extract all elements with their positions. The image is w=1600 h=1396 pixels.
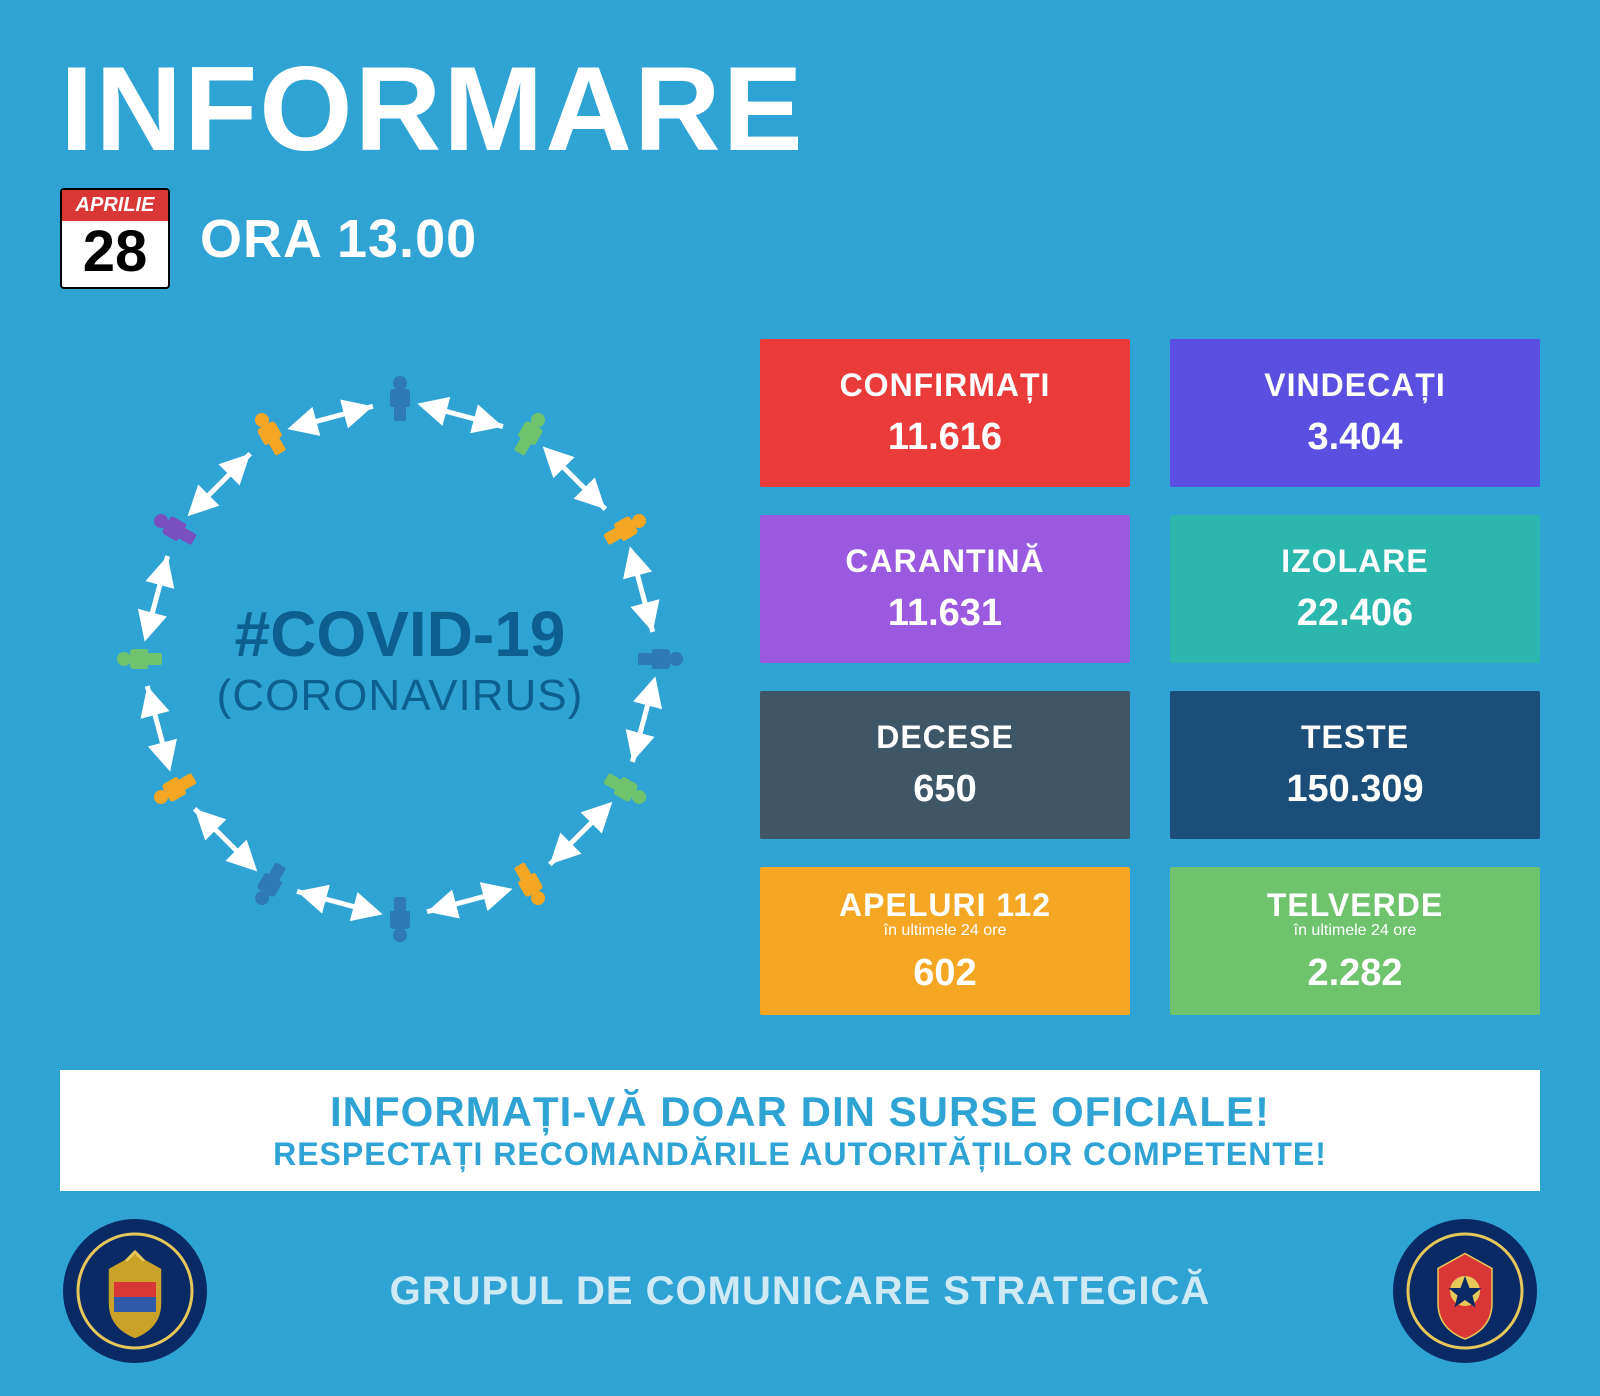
stat-card: DECESE 650	[760, 691, 1130, 839]
stat-card: CONFIRMAȚI 11.616	[760, 339, 1130, 487]
stats-grid: CONFIRMAȚI 11.616 VINDECAȚI 3.404 CARANTINĂ 1…	[760, 339, 1540, 1015]
stat-sublabel: în ultimele 24 ore	[884, 922, 1007, 940]
stat-label: APELURI 112	[839, 887, 1051, 924]
page-title: INFORMARE	[60, 40, 1540, 178]
stat-label: IZOLARE	[1281, 543, 1428, 580]
subtitle-label: (CORONAVIRUS)	[217, 671, 584, 721]
stat-label: DECESE	[876, 719, 1014, 756]
stat-label: TESTE	[1301, 719, 1409, 756]
hashtag-label: #COVID-19	[235, 597, 566, 671]
stat-value: 2.282	[1307, 952, 1402, 995]
footer: GRUPUL DE COMUNICARE STRATEGICĂ	[60, 1216, 1540, 1366]
stat-value: 150.309	[1286, 768, 1423, 811]
info-banner: INFORMAȚI-VĂ DOAR DIN SURSE OFICIALE! RE…	[60, 1070, 1540, 1191]
stat-card: TESTE 150.309	[1170, 691, 1540, 839]
stat-label: TELVERDE	[1267, 887, 1443, 924]
gov-crest-right-icon	[1390, 1216, 1540, 1366]
stat-value: 11.631	[888, 592, 1002, 635]
calendar-icon: APRILIE 28	[60, 188, 170, 289]
stat-card: IZOLARE 22.406	[1170, 515, 1540, 663]
banner-line2: RESPECTAȚI RECOMANDĂRILE AUTORITĂȚILOR C…	[70, 1136, 1530, 1173]
stat-sublabel: în ultimele 24 ore	[1294, 922, 1417, 940]
stat-card: CARANTINĂ 11.631	[760, 515, 1130, 663]
banner-line1: INFORMAȚI-VĂ DOAR DIN SURSE OFICIALE!	[70, 1088, 1530, 1136]
calendar-day: 28	[62, 221, 168, 287]
time-label: ORA 13.00	[200, 208, 477, 270]
stat-card: TELVERDEîn ultimele 24 ore 2.282	[1170, 867, 1540, 1015]
stat-label: CARANTINĂ	[845, 543, 1044, 580]
stat-value: 11.616	[888, 416, 1002, 459]
date-row: APRILIE 28 ORA 13.00	[60, 188, 1540, 289]
stat-value: 602	[913, 952, 976, 995]
footer-title: GRUPUL DE COMUNICARE STRATEGICĂ	[390, 1269, 1211, 1314]
transmission-circle: #COVID-19 (CORONAVIRUS)	[80, 339, 720, 979]
calendar-month: APRILIE	[62, 190, 168, 221]
stat-label: VINDECAȚI	[1264, 367, 1445, 404]
gov-crest-left-icon	[60, 1216, 210, 1366]
stat-label: CONFIRMAȚI	[840, 367, 1051, 404]
stat-value: 22.406	[1297, 592, 1413, 635]
stat-value: 3.404	[1307, 416, 1402, 459]
stat-card: VINDECAȚI 3.404	[1170, 339, 1540, 487]
stat-card: APELURI 112în ultimele 24 ore 602	[760, 867, 1130, 1015]
stat-value: 650	[913, 768, 976, 811]
